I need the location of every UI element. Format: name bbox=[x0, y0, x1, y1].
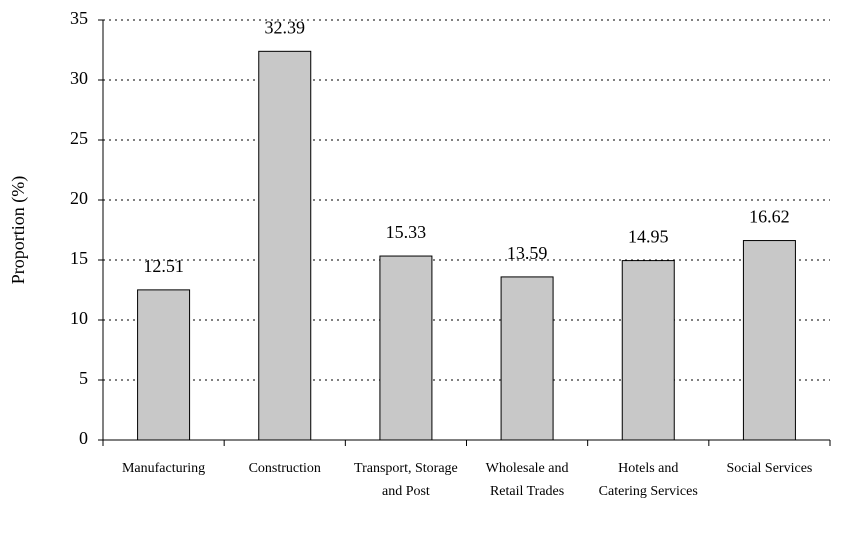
value-label: 15.33 bbox=[386, 222, 427, 242]
y-tick-label: 20 bbox=[70, 188, 88, 208]
y-tick-label: 5 bbox=[79, 368, 88, 388]
value-label: 16.62 bbox=[749, 207, 790, 227]
x-tick-label: Construction bbox=[248, 461, 321, 476]
x-tick-label: Social Services bbox=[726, 461, 813, 476]
x-tick-label: Hotels and Catering Services bbox=[598, 461, 698, 499]
bar bbox=[621, 260, 675, 441]
y-tick-label: 15 bbox=[70, 248, 88, 268]
y-tick-label: 25 bbox=[70, 128, 88, 148]
value-label: 14.95 bbox=[628, 227, 669, 247]
bar bbox=[137, 289, 191, 441]
y-tick-label: 0 bbox=[79, 428, 88, 448]
value-label: 13.59 bbox=[507, 243, 548, 263]
x-tick-label: Transport, Storage and Post bbox=[354, 461, 458, 499]
bar bbox=[258, 50, 312, 441]
y-axis-label: Proportion (%) bbox=[8, 176, 29, 284]
x-tick-label: Manufacturing bbox=[121, 461, 206, 476]
x-tick-label: Wholesale and Retail Trades bbox=[485, 461, 569, 499]
value-label: 32.39 bbox=[265, 17, 306, 37]
bar bbox=[742, 240, 796, 441]
bar bbox=[379, 255, 433, 441]
bar bbox=[500, 276, 554, 441]
y-tick-label: 10 bbox=[70, 308, 88, 328]
y-tick-label: 35 bbox=[70, 8, 88, 28]
value-label: 12.51 bbox=[143, 256, 184, 276]
y-tick-label: 30 bbox=[70, 68, 88, 88]
